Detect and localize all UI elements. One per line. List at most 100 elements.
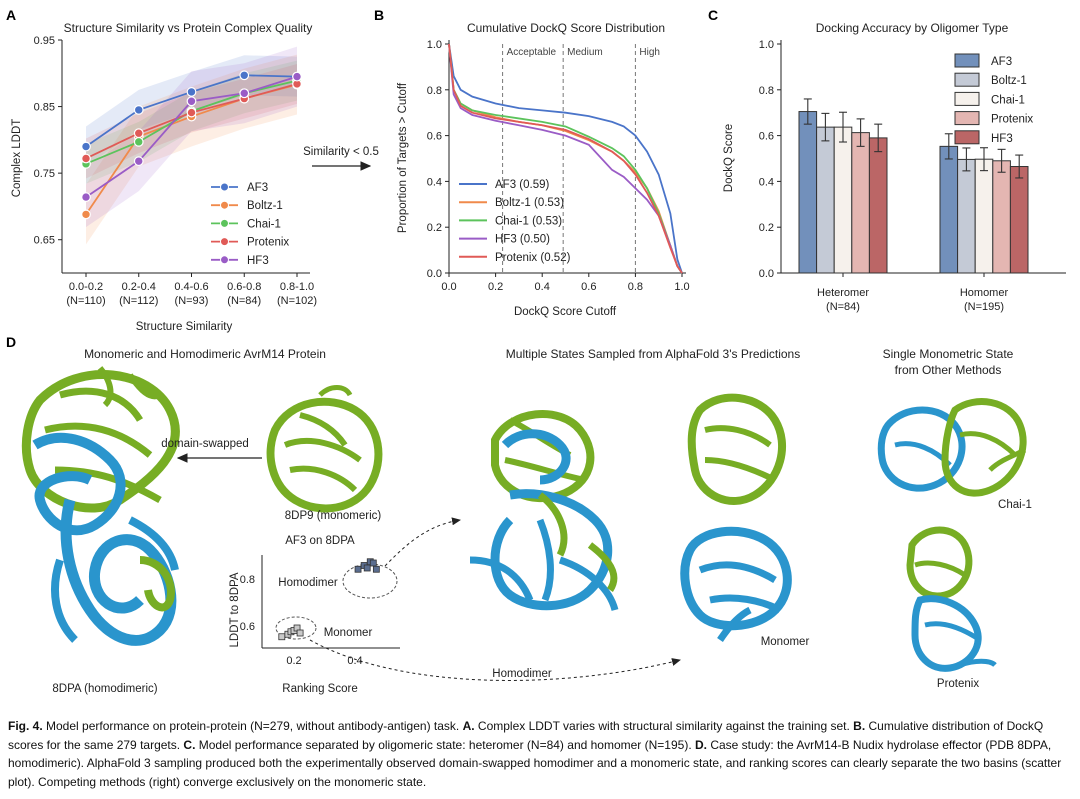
- inset-xtick-0.2: 0.2: [286, 655, 301, 667]
- figure-caption: Fig. 4. Model performance on protein-pro…: [8, 717, 1074, 791]
- b-xtick-label: 0.0: [441, 281, 456, 293]
- c-legend-swatch-boltz-1: [954, 72, 980, 87]
- inset-xtick-0.4: 0.4: [347, 655, 362, 667]
- inset-points: [278, 558, 380, 641]
- a-ytick-label: 0.85: [34, 102, 55, 114]
- b-xtick-label: 0.2: [488, 281, 503, 293]
- b-ytick-label: 1.0: [427, 39, 442, 51]
- c-xtick-label: Heteromer: [817, 287, 869, 299]
- panel-a: A Structure Similarity vs Protein Comple…: [6, 7, 317, 333]
- b-threshold-label-medium: Medium: [567, 47, 603, 58]
- c-bar-hf3: [868, 137, 888, 274]
- a-xtick-count: (N=84): [227, 295, 261, 307]
- label-homodimer-cluster: Homodimer: [278, 577, 338, 589]
- caption-d-label: D.: [695, 737, 707, 752]
- c-legend-swatch-protenix: [954, 111, 980, 126]
- b-xtick-label: 0.4: [535, 281, 550, 293]
- b-threshold-label-acceptable: Acceptable: [507, 47, 557, 58]
- a-legend-label-hf3: HF3: [247, 255, 269, 267]
- inset-scatter-title: AF3 on 8DPA: [285, 535, 355, 547]
- c-legend-label-hf3: HF3: [991, 133, 1013, 145]
- inset-point-monomer: [296, 629, 304, 637]
- panel-a-plot: 0.65 0.75 0.85 0.95 0.0-0.2 (N=110) 0.2-0.4 (N=…: [34, 35, 317, 307]
- panel-a-xlabel: Structure Similarity: [136, 321, 233, 333]
- a-xtick-count: (N=102): [277, 295, 317, 307]
- c-legend-swatch-hf3: [954, 130, 980, 145]
- a-point-protenix: [186, 107, 197, 118]
- a-xtick-count: (N=93): [175, 295, 209, 307]
- label-8dpa: 8DPA (homodimeric): [52, 683, 157, 695]
- inset-point-monomer: [278, 633, 286, 641]
- a-legend-marker-boltz-1: [220, 200, 229, 210]
- inset-scatter-ylabel: LDDT to 8DPA: [229, 572, 241, 647]
- protein-8dpa-homodimer: 8DPA (homodimeric): [21, 366, 180, 695]
- homodimer-cluster-ellipse: [342, 563, 398, 599]
- b-ytick-label: 0.0: [427, 268, 442, 280]
- protein-chai-1: Chai-1: [877, 398, 1032, 511]
- label-af3-monomer: Monomer: [761, 636, 810, 648]
- label-domain-swapped: domain-swapped: [161, 438, 249, 450]
- caption-a-text: Complex LDDT varies with structural simi…: [474, 719, 854, 733]
- inset-scatter-xlabel: Ranking Score: [282, 683, 357, 695]
- protein-8dp9-monomer: 8DP9 (monomeric): [266, 385, 383, 522]
- panel-b-title: Cumulative DockQ Score Distribution: [467, 21, 665, 35]
- c-legend-label-protenix: Protenix: [991, 114, 1033, 126]
- arrow-to-homodimer: [384, 517, 461, 567]
- panel-c-title: Docking Accuracy by Oligomer Type: [816, 21, 1009, 35]
- arrow-to-monomer: [309, 639, 681, 681]
- c-bar-af3: [939, 145, 959, 274]
- inset-ytick-0.6: 0.6: [240, 621, 255, 633]
- a-legend-label-boltz-1: Boltz-1: [247, 200, 283, 212]
- a-legend-label-af3: AF3: [247, 182, 268, 194]
- c-legend-label-boltz-1: Boltz-1: [991, 75, 1027, 87]
- b-ytick-label: 0.6: [427, 131, 442, 143]
- inset-point-homodimer: [372, 565, 380, 573]
- a-point-boltz-1: [81, 209, 91, 220]
- c-bar-protenix: [851, 132, 870, 274]
- monomer-cluster-ellipse: [275, 616, 317, 640]
- a-point-hf3: [239, 88, 250, 99]
- c-legend-swatch-chai-1: [954, 91, 980, 106]
- b-ytick-label: 0.8: [427, 85, 442, 97]
- b-xtick-label: 1.0: [674, 281, 689, 293]
- a-point-af3: [133, 104, 144, 115]
- a-point-af3: [186, 87, 197, 97]
- a-xtick-label: 0.8-1.0: [280, 281, 314, 293]
- panel-b-ylabel: Proportion of Targets > Cutoff: [397, 82, 409, 233]
- a-legend-label-chai-1: Chai-1: [247, 218, 281, 230]
- b-legend-label-protenix: Protenix (0.52): [495, 252, 571, 264]
- inset-point-homodimer: [363, 564, 371, 572]
- c-bar-af3: [798, 111, 818, 274]
- panel-a-title: Structure Similarity vs Protein Complex …: [64, 21, 313, 35]
- a-xtick-count: (N=112): [119, 295, 158, 307]
- b-legend-label-boltz-1: Boltz-1 (0.53): [495, 197, 564, 209]
- c-xtick-count: (N=84): [826, 301, 860, 313]
- b-threshold-label-high: High: [639, 47, 660, 58]
- a-point-protenix: [133, 128, 144, 139]
- panel-letter-a: A: [6, 7, 16, 23]
- b-ytick-label: 0.4: [427, 176, 442, 188]
- c-ytick-label: 1.0: [759, 39, 774, 51]
- panel-letter-c: C: [708, 7, 718, 23]
- a-point-hf3: [133, 156, 144, 167]
- panel-letter-b: B: [374, 7, 384, 23]
- c-legend-label-chai-1: Chai-1: [991, 94, 1025, 106]
- c-bar-protenix: [992, 160, 1011, 274]
- c-bar-boltz-1: [816, 126, 835, 274]
- b-legend-label-chai-1: Chai-1 (0.53): [495, 215, 562, 227]
- a-ytick-label: 0.75: [34, 168, 55, 180]
- a-ytick-label: 0.65: [34, 235, 55, 247]
- c-ytick-label: 0.6: [759, 131, 774, 143]
- a-legend-marker-hf3: [220, 255, 229, 265]
- b-legend-label-hf3: HF3 (0.50): [495, 234, 550, 246]
- b-xtick-label: 0.6: [581, 281, 596, 293]
- panel-a-ylabel: Complex LDDT: [11, 119, 23, 198]
- c-ytick-label: 0.0: [759, 268, 774, 280]
- panel-c-ylabel: DockQ Score: [723, 124, 735, 192]
- panel-b-plot: 0.0 0.2 0.4 0.6 0.8 1.0 0.0 0.2 0.4 0.6 0.8 1.0 Acce…: [427, 39, 690, 293]
- c-ytick-label: 0.4: [759, 176, 774, 188]
- figure-canvas: A Structure Similarity vs Protein Comple…: [6, 7, 1066, 695]
- a-xtick-count: (N=110): [66, 295, 105, 307]
- a-point-hf3: [186, 96, 197, 107]
- panel-d-title-right-2: from Other Methods: [895, 363, 1002, 377]
